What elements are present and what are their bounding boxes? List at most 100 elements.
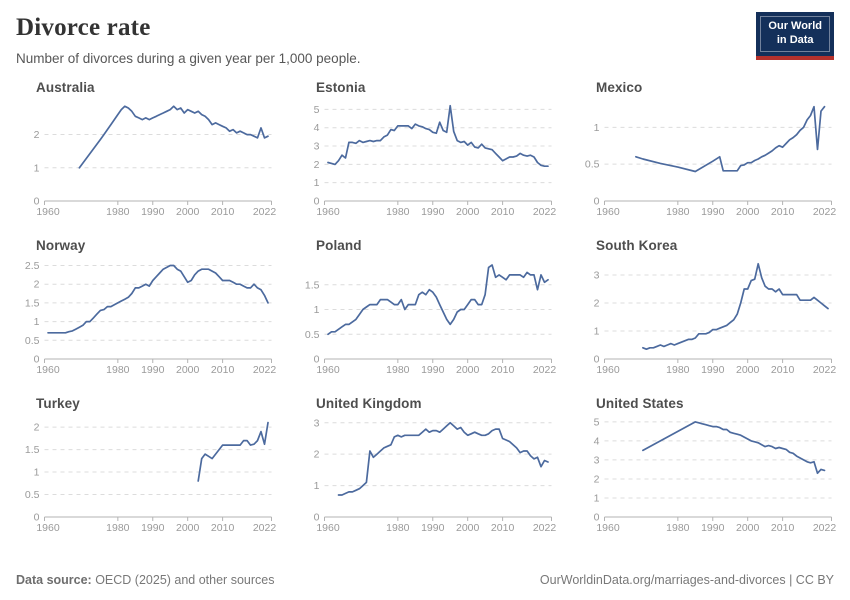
svg-text:2022: 2022 [253, 522, 277, 534]
svg-text:1990: 1990 [141, 364, 165, 376]
svg-text:1980: 1980 [386, 522, 410, 534]
chart-title: Australia [36, 80, 95, 95]
chart-title: United States [596, 396, 684, 411]
data-source: Data source: OECD (2025) and other sourc… [16, 573, 274, 587]
divorce-rate-line[interactable] [78, 105, 269, 169]
svg-text:2000: 2000 [176, 364, 200, 376]
svg-text:3: 3 [594, 454, 600, 466]
country-chart[interactable]: Mexico 0 0.5 1 1960 1980 1990 2000 2010 2022 [576, 80, 838, 226]
svg-text:2010: 2010 [491, 206, 515, 218]
svg-text:1: 1 [314, 177, 320, 189]
svg-text:2: 2 [594, 298, 600, 310]
svg-text:1: 1 [594, 122, 600, 134]
country-chart[interactable]: Poland 0 0.5 1 1.5 1960 1980 1990 2000 2010 2022 [296, 238, 558, 384]
country-chart[interactable]: Estonia 0 1 2 3 4 5 1960 1980 1990 2000 2010 2022 [296, 80, 558, 226]
svg-text:3: 3 [314, 141, 320, 153]
svg-text:2010: 2010 [211, 522, 235, 534]
svg-text:1980: 1980 [666, 364, 690, 376]
svg-text:2000: 2000 [176, 522, 200, 534]
svg-text:2000: 2000 [736, 206, 760, 218]
svg-text:0: 0 [314, 354, 320, 366]
svg-text:4: 4 [594, 435, 600, 447]
credit-link[interactable]: OurWorldinData.org/marriages-and-divorce… [539, 573, 834, 587]
svg-text:1960: 1960 [316, 206, 340, 218]
country-chart[interactable]: South Korea 0 1 2 3 1960 1980 1990 2000 2010 2022 [576, 238, 838, 384]
country-chart[interactable]: United States 0 1 2 3 4 5 1960 1980 1990 2000 2010… [576, 396, 838, 542]
data-source-label: Data source: [16, 573, 92, 587]
svg-text:2: 2 [34, 422, 40, 434]
divorce-rate-line[interactable] [635, 105, 826, 173]
svg-text:2022: 2022 [813, 364, 837, 376]
country-chart[interactable]: Australia 0 1 2 1960 1980 1990 2000 2010 2022 [16, 80, 278, 226]
svg-text:2000: 2000 [456, 206, 480, 218]
svg-text:2000: 2000 [736, 364, 760, 376]
svg-text:1990: 1990 [421, 206, 445, 218]
svg-text:2022: 2022 [533, 364, 557, 376]
owid-logo[interactable]: Our World in Data [756, 12, 834, 60]
chart-canvas: 0 1 2 3 4 5 1960 1980 1990 2000 2010 2022 [594, 416, 837, 534]
svg-text:0: 0 [594, 512, 600, 524]
divorce-rate-line[interactable] [642, 262, 829, 351]
svg-text:1960: 1960 [596, 522, 620, 534]
divorce-rate-line[interactable] [327, 104, 549, 168]
svg-text:0: 0 [34, 196, 40, 208]
svg-text:0.5: 0.5 [585, 159, 600, 171]
chart-canvas: 0 0.5 1 1.5 1960 1980 1990 2000 2010 2022 [305, 264, 557, 376]
svg-text:5: 5 [314, 104, 320, 116]
svg-text:1960: 1960 [596, 364, 620, 376]
svg-text:0.5: 0.5 [305, 329, 320, 341]
svg-text:1990: 1990 [701, 206, 725, 218]
svg-text:0: 0 [314, 196, 320, 208]
svg-text:1980: 1980 [386, 364, 410, 376]
chart-title: Estonia [316, 80, 366, 95]
chart-title: Mexico [596, 80, 643, 95]
svg-text:1960: 1960 [36, 206, 60, 218]
chart-canvas: 0 1 2 3 1960 1980 1990 2000 2010 2022 [594, 262, 837, 376]
chart-canvas: 0 1 2 3 1960 1980 1990 2000 2010 2022 [314, 417, 557, 534]
svg-text:1980: 1980 [106, 522, 130, 534]
svg-text:2010: 2010 [491, 522, 515, 534]
svg-text:1980: 1980 [386, 206, 410, 218]
svg-text:1.5: 1.5 [305, 279, 320, 291]
svg-text:2010: 2010 [211, 206, 235, 218]
svg-text:1: 1 [34, 467, 40, 479]
svg-text:0: 0 [34, 354, 40, 366]
country-chart[interactable]: Turkey 0 0.5 1 1.5 2 1960 1980 1990 2000 2010 2022 [16, 396, 278, 542]
divorce-rate-line[interactable] [327, 264, 549, 336]
svg-text:1960: 1960 [36, 364, 60, 376]
chart-title: Turkey [36, 396, 80, 411]
svg-text:2: 2 [594, 473, 600, 485]
chart-canvas: 0 0.5 1 1.5 2 1960 1980 1990 2000 2010 2022 [25, 421, 277, 534]
svg-text:1980: 1980 [666, 206, 690, 218]
svg-text:2: 2 [34, 279, 40, 291]
country-chart[interactable]: United Kingdom 0 1 2 3 1960 1980 1990 2000 2010 2… [296, 396, 558, 542]
country-chart[interactable]: Norway 0 0.5 1 1.5 2 2.5 1960 1980 1990 2000 2010 2… [16, 238, 278, 384]
chart-title: Norway [36, 238, 86, 253]
svg-text:1990: 1990 [141, 206, 165, 218]
svg-text:2022: 2022 [533, 522, 557, 534]
svg-text:3: 3 [594, 270, 600, 282]
svg-text:0.5: 0.5 [25, 489, 40, 501]
svg-text:1: 1 [34, 162, 40, 174]
svg-text:2.5: 2.5 [25, 260, 40, 272]
svg-text:2022: 2022 [533, 206, 557, 218]
svg-text:1: 1 [314, 480, 320, 492]
svg-text:1960: 1960 [36, 522, 60, 534]
divorce-rate-line[interactable] [47, 264, 269, 334]
svg-text:1960: 1960 [316, 364, 340, 376]
svg-text:2010: 2010 [771, 364, 795, 376]
chart-title: United Kingdom [316, 396, 422, 411]
page-title: Divorce rate [16, 14, 151, 41]
divorce-rate-line[interactable] [197, 421, 269, 482]
svg-text:1.5: 1.5 [25, 297, 40, 309]
svg-text:1990: 1990 [141, 522, 165, 534]
divorce-rate-line[interactable] [337, 421, 549, 496]
svg-text:1.5: 1.5 [25, 444, 40, 456]
svg-text:2: 2 [314, 159, 320, 171]
svg-text:1: 1 [34, 316, 40, 328]
chart-footer: Data source: OECD (2025) and other sourc… [16, 573, 834, 587]
divorce-rate-line[interactable] [642, 421, 826, 475]
svg-text:5: 5 [594, 416, 600, 428]
svg-text:1990: 1990 [701, 522, 725, 534]
chart-header: Divorce rate Number of divorces during a… [0, 0, 850, 66]
